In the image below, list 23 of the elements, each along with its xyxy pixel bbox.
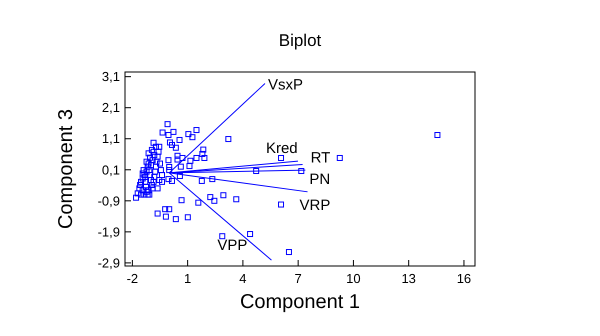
y-tick-label: 0,1 (102, 162, 120, 178)
y-tick-label: -0,9 (98, 193, 120, 208)
x-tick-label: 13 (401, 271, 416, 286)
y-tick-label: -2,9 (98, 255, 120, 270)
x-tick-label: -2 (126, 271, 138, 286)
series-label: PN (309, 171, 330, 188)
y-tick-label: 2,1 (102, 100, 120, 116)
x-tick-label: 7 (294, 271, 302, 286)
x-tick-label: 1 (184, 271, 192, 286)
series-label: VRP (300, 196, 330, 214)
y-axis-title: Component 3 (55, 108, 77, 230)
series-label: VPP (217, 237, 248, 254)
y-tick-label: 3,1 (102, 69, 120, 84)
x-axis-title: Component 1 (240, 291, 360, 313)
series-label: Kred (266, 140, 298, 158)
series-label: RT (310, 150, 330, 166)
x-tick-label: 10 (346, 271, 361, 286)
chart-title: Biplot (278, 31, 322, 50)
y-tick-label: 1,1 (102, 131, 120, 146)
x-tick-label: 4 (239, 271, 247, 286)
series-label: VsxP (268, 76, 304, 94)
x-tick-label: 16 (456, 271, 472, 286)
y-tick-label: -1,9 (98, 224, 120, 240)
